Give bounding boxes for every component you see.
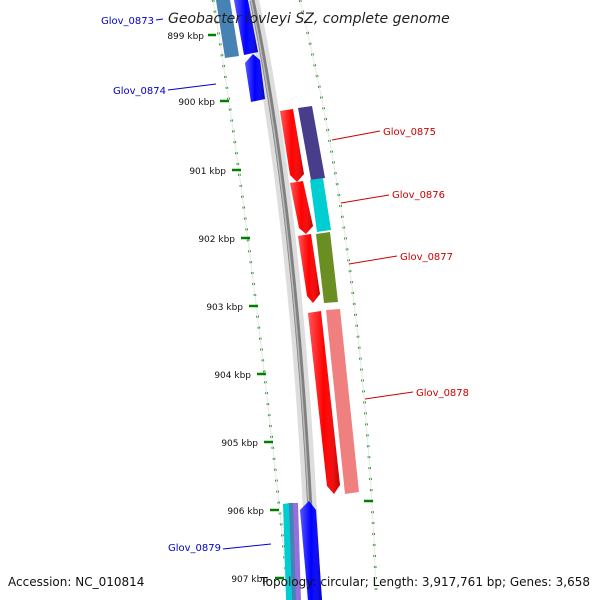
gene-label-Glov_0879[interactable]: Glov_0879 — [168, 543, 221, 554]
gene-Glov_0878-shade — [308, 311, 340, 494]
accession-text: Accession: NC_010814 — [8, 575, 144, 589]
gene-label-Glov_0876[interactable]: Glov_0876 — [392, 190, 445, 201]
tick-label: 902 kbp — [198, 235, 235, 245]
tick-label: 903 kbp — [206, 303, 243, 313]
tick-ring-faint — [212, 0, 289, 591]
leader-Glov_0873 — [155, 18, 164, 21]
gene-label-Glov_0878[interactable]: Glov_0878 — [416, 388, 469, 399]
gene-Glov_0876-cog — [310, 178, 331, 232]
tick-label: 904 kbp — [214, 371, 251, 381]
leader-Glov_0874 — [167, 83, 217, 91]
gene-Glov_0875-cog — [298, 106, 325, 180]
backbone-highlight — [250, 0, 314, 600]
tick-label: 900 kbp — [178, 98, 215, 108]
gene-Glov_0874-shade — [245, 54, 265, 102]
gene-Glov_0873-shade — [234, 0, 258, 55]
backbone — [249, 0, 317, 600]
gene-Glov_0878-cog — [326, 309, 359, 494]
topology-text: Topology: circular; Length: 3,917,761 bp… — [259, 575, 590, 589]
leader-Glov_0876 — [340, 194, 390, 204]
gene-Glov_0876-shade — [290, 181, 313, 234]
tick-label: 899 kbp — [167, 32, 204, 42]
gene-label-Glov_0877[interactable]: Glov_0877 — [400, 252, 453, 263]
gene-Glov_0875-shade — [280, 109, 304, 182]
tick-labels: 899 kbp 900 kbp 901 kbp 902 kbp 903 kbp … — [167, 32, 268, 585]
gene-Glov_0877-cog — [316, 232, 338, 303]
gene-Glov_0873-cog — [216, 0, 239, 58]
gene-Glov_0877[interactable] — [298, 232, 338, 303]
gene-Glov_0878[interactable] — [308, 309, 359, 494]
gene-Glov_0879[interactable] — [283, 501, 322, 600]
ticks — [208, 33, 373, 580]
tick-label: 907 kbp — [231, 575, 268, 585]
gene-label-Glov_0874[interactable]: Glov_0874 — [113, 86, 166, 97]
gene-Glov_0874[interactable] — [245, 54, 265, 102]
tick-label: 901 kbp — [189, 167, 226, 177]
gene-label-Glov_0875[interactable]: Glov_0875 — [383, 127, 436, 138]
gene-Glov_0879-cog-lilac — [293, 503, 301, 600]
leader-Glov_0878 — [364, 391, 414, 400]
gene-Glov_0879-shade — [300, 501, 322, 600]
tick-label: 905 kbp — [221, 439, 258, 449]
gene-Glov_0879-cog-steel — [289, 503, 297, 600]
leader-Glov_0879 — [222, 543, 272, 550]
gene-Glov_0873[interactable] — [216, 0, 258, 58]
tick-label: 906 kbp — [227, 507, 264, 517]
gene-Glov_0876[interactable] — [290, 178, 331, 234]
leader-Glov_0875 — [331, 130, 381, 141]
gene-label-Glov_0873[interactable]: Glov_0873 — [101, 16, 154, 27]
gene-Glov_0875[interactable] — [280, 106, 325, 182]
genome-title: Geobacter lovleyi SZ, complete genome — [168, 11, 450, 27]
gene-Glov_0877-shade — [298, 234, 320, 303]
leader-Glov_0877 — [348, 255, 398, 265]
